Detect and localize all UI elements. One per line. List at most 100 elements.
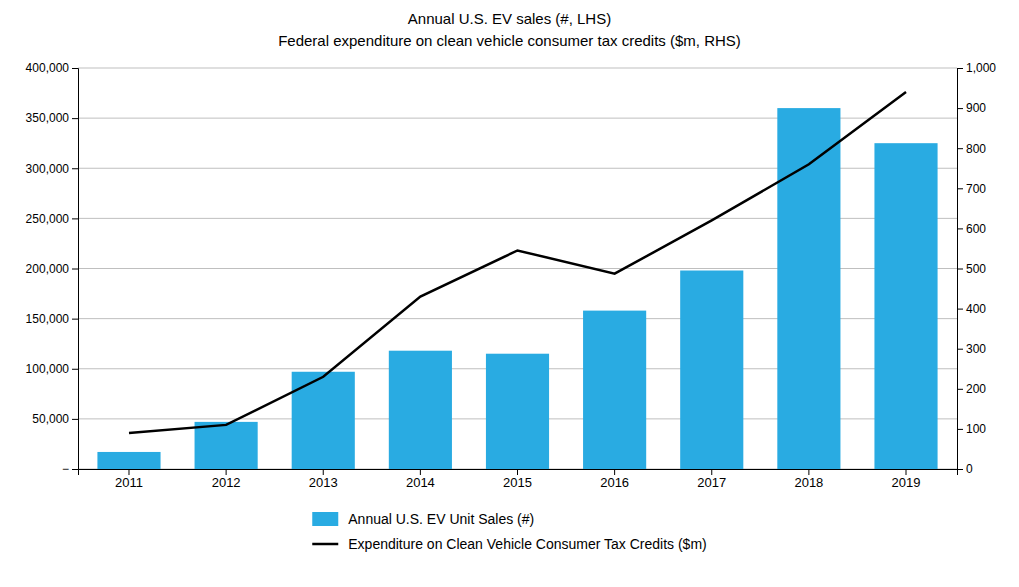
tick-mark (957, 389, 963, 390)
subtitle: Federal expenditure on clean vehicle con… (278, 32, 741, 49)
bar (777, 108, 840, 469)
tick-mark (517, 469, 518, 475)
tick-mark (906, 469, 907, 475)
legend-label: Annual U.S. EV Unit Sales (#) (348, 511, 534, 527)
grid (78, 68, 957, 469)
title: Annual U.S. EV sales (#, LHS) (408, 10, 611, 27)
tick-label: 900 (966, 101, 986, 115)
tick-label: 500 (966, 262, 986, 276)
tick-label: 250,000 (26, 212, 70, 226)
tick: 150,000 (26, 312, 78, 326)
tick: 200,000 (26, 262, 78, 276)
tick: 2019 (892, 469, 921, 490)
tick-mark (957, 429, 963, 430)
tick-mark (72, 118, 78, 119)
tick: 2017 (697, 469, 726, 490)
tick-mark (957, 309, 963, 310)
tick-label: 2018 (794, 475, 823, 490)
tick-label: 2015 (503, 475, 532, 490)
bar (389, 351, 452, 469)
tick: 400 (957, 302, 986, 316)
tick: 2013 (309, 469, 338, 490)
tick-label: 2014 (406, 475, 435, 490)
tick-mark (957, 108, 963, 109)
tick-label: 350,000 (26, 111, 70, 125)
tick: 200 (957, 382, 986, 396)
tick-mark (72, 68, 78, 69)
tick-mark (957, 188, 963, 189)
bar (680, 271, 743, 469)
tick-label: 2016 (600, 475, 629, 490)
tick: 2012 (212, 469, 241, 490)
legend-swatch (312, 512, 338, 526)
tick-mark (957, 349, 963, 350)
tick-mark (72, 218, 78, 219)
tick-mark (957, 68, 963, 69)
tick: − (62, 462, 78, 476)
tick-mark (957, 148, 963, 149)
tick-label: − (62, 462, 69, 476)
tick-label: 100 (966, 422, 986, 436)
tick-label: 2011 (115, 475, 143, 490)
tick: 2011 (115, 469, 143, 490)
legend-label: Expenditure on Clean Vehicle Consumer Ta… (348, 536, 706, 552)
tick-label: 2019 (892, 475, 921, 490)
grid-line (78, 68, 957, 69)
tick: 900 (957, 101, 986, 115)
tick: 700 (957, 182, 986, 196)
bar (486, 354, 549, 469)
line (129, 92, 906, 433)
plot: − 50,000 100,000 150,000 200,000 250,000 300,0… (26, 61, 997, 490)
tick-mark (72, 269, 78, 270)
tick-mark (957, 269, 963, 270)
tick-label: 2012 (212, 475, 241, 490)
y-axis-line (72, 69, 79, 470)
tick: 100,000 (26, 362, 78, 376)
tick: 50,000 (32, 412, 78, 426)
tick-label: 1,000 (966, 61, 996, 75)
chart: Annual U.S. EV sales (#, LHS) Federal exp… (0, 0, 1019, 587)
bar (874, 143, 937, 469)
tick: 500 (957, 262, 986, 276)
marks (97, 92, 937, 469)
tick-label: 300,000 (26, 162, 70, 176)
legend-item: Expenditure on Clean Vehicle Consumer Ta… (312, 536, 706, 552)
tick: 600 (957, 222, 986, 236)
tick-label: 400 (966, 302, 986, 316)
x-axis: 2011 2012 2013 2014 2015 2016 2017 2018 2019 (79, 469, 958, 490)
tick-mark (72, 469, 78, 470)
tick-label: 200,000 (26, 262, 70, 276)
tick-label: 600 (966, 222, 986, 236)
bar (195, 422, 258, 469)
bar (97, 452, 160, 469)
tick: 2015 (503, 469, 532, 490)
tick-label: 700 (966, 182, 986, 196)
tick: 350,000 (26, 111, 78, 125)
y2-axis: 0 100 200 300 400 500 600 700 800 900 1,000 (957, 61, 996, 476)
bar (583, 311, 646, 469)
y2-axis-line (958, 69, 964, 470)
tick-mark (420, 469, 421, 475)
tick: 2014 (406, 469, 435, 490)
tick-mark (72, 319, 78, 320)
tick: 1,000 (957, 61, 996, 75)
tick-label: 300 (966, 342, 986, 356)
legend: Annual U.S. EV Unit Sales (#) Expenditure… (312, 511, 706, 552)
tick-mark (957, 228, 963, 229)
tick: 0 (957, 462, 973, 476)
tick-mark (323, 469, 324, 475)
tick-mark (808, 469, 809, 475)
x-axis-line (79, 470, 958, 476)
legend-swatch (312, 543, 338, 546)
y-axis: − 50,000 100,000 150,000 200,000 250,000 300,0… (26, 61, 79, 476)
tick: 400,000 (26, 61, 78, 75)
tick-label: 2013 (309, 475, 338, 490)
tick-mark (72, 168, 78, 169)
tick-label: 200 (966, 382, 986, 396)
tick-label: 800 (966, 142, 986, 156)
legend-item: Annual U.S. EV Unit Sales (#) (312, 511, 534, 527)
tick-label: 0 (966, 462, 973, 476)
tick: 300 (957, 342, 986, 356)
tick-label: 150,000 (26, 312, 70, 326)
tick-label: 100,000 (26, 362, 70, 376)
